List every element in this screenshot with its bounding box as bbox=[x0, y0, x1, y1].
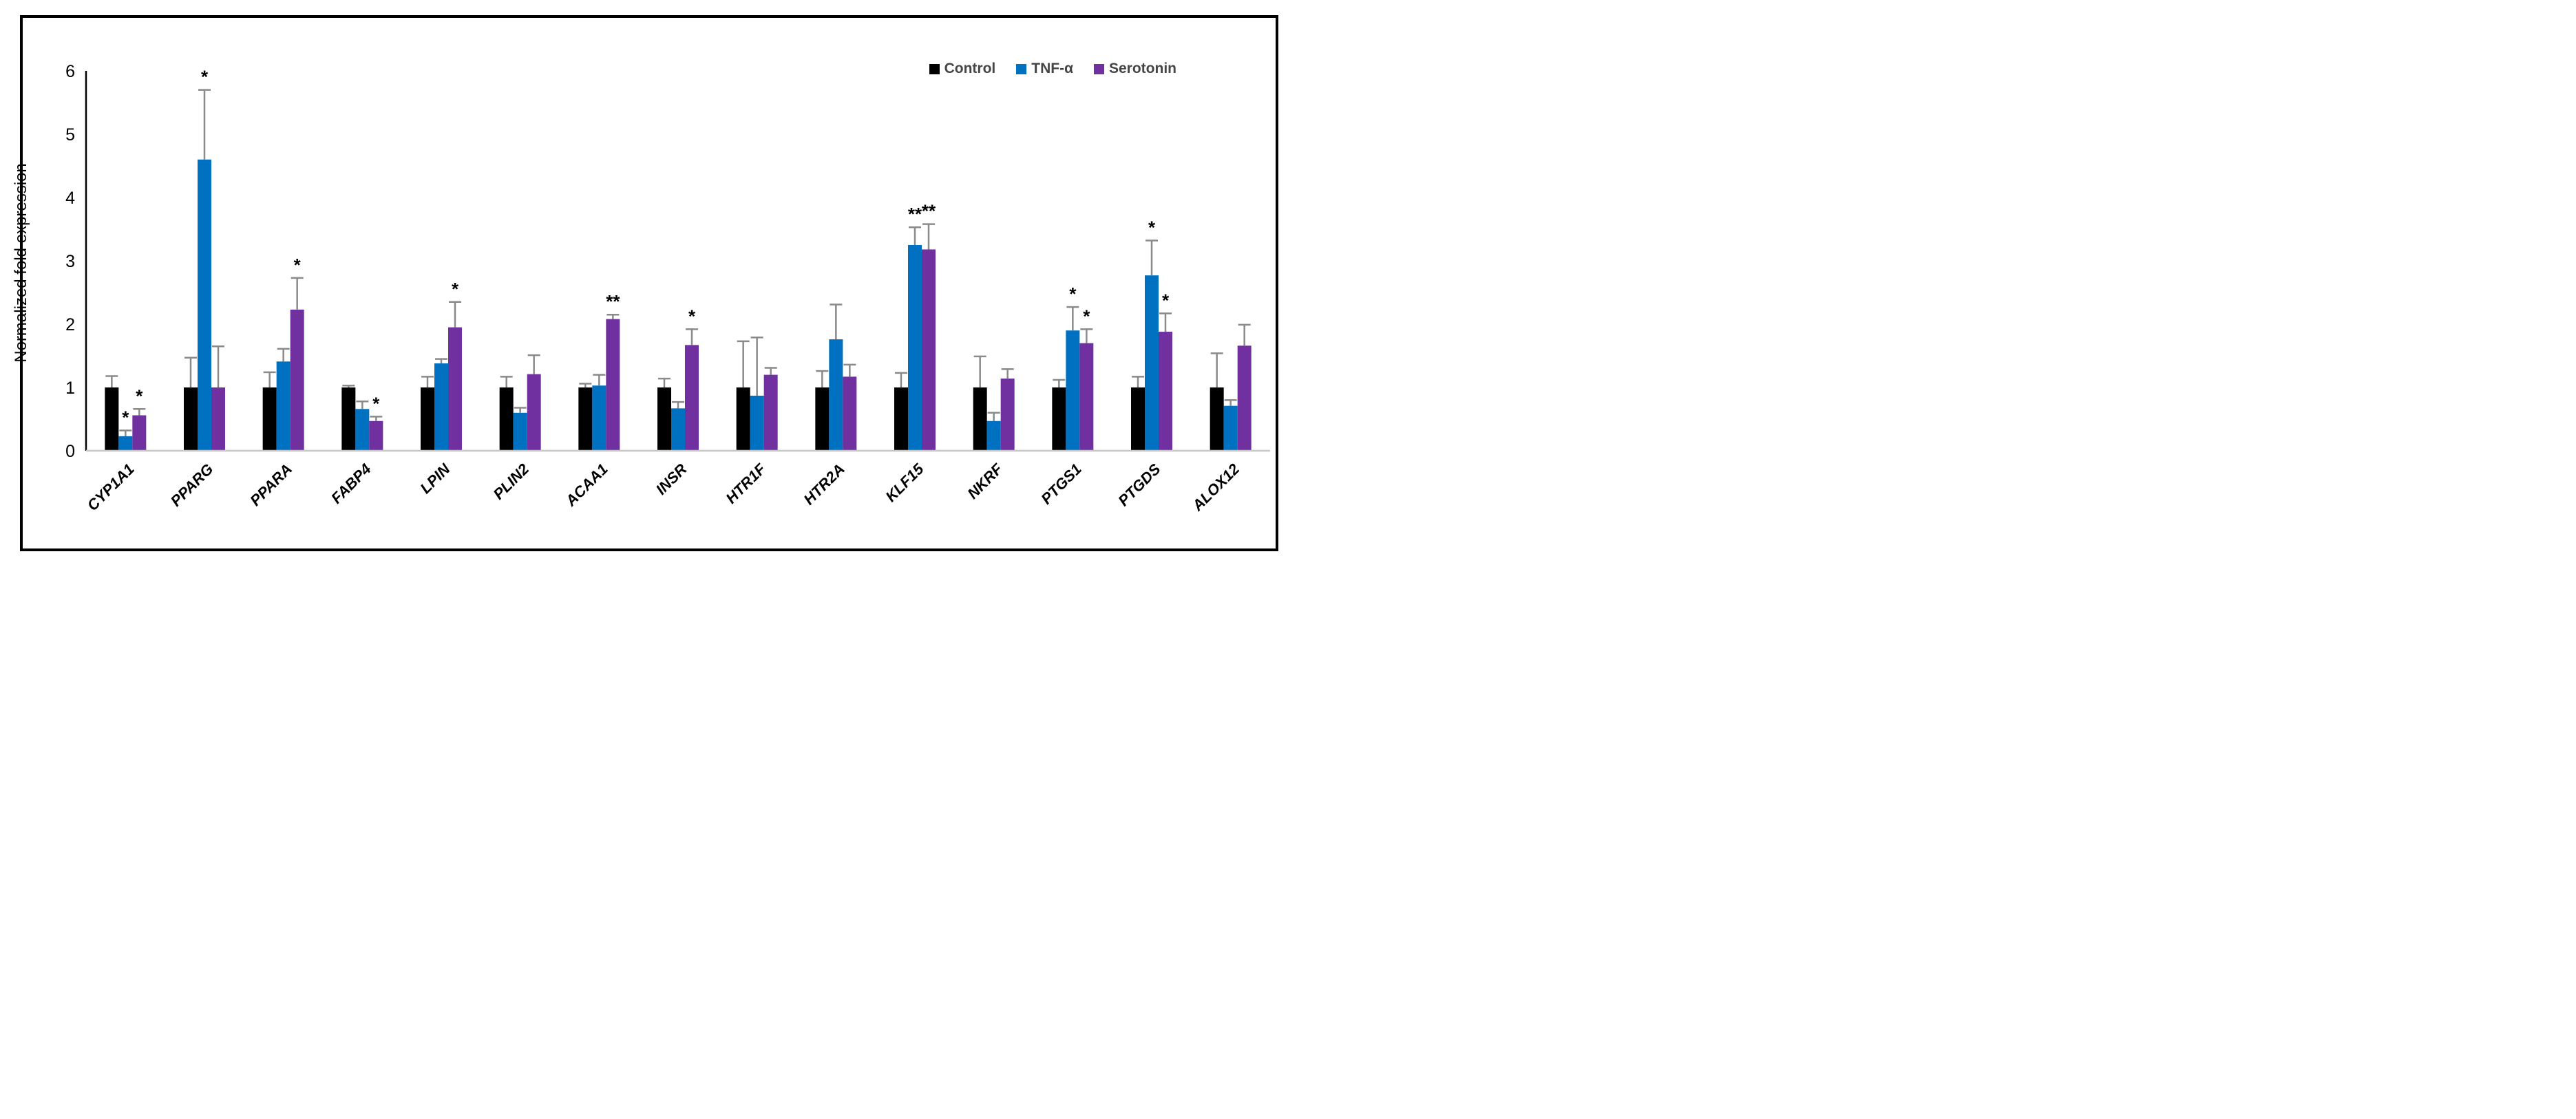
bar-chart: Normalized fold expression 0123456**CYP1… bbox=[12, 62, 1270, 515]
significance-marker: * bbox=[372, 393, 380, 414]
bar bbox=[815, 387, 830, 451]
significance-marker: ** bbox=[606, 291, 620, 312]
bar bbox=[1000, 379, 1015, 451]
y-tick-label: 6 bbox=[65, 62, 75, 81]
legend-item: Control bbox=[929, 61, 996, 77]
bar bbox=[341, 387, 356, 451]
significance-marker: ** bbox=[908, 204, 922, 224]
legend-swatch-icon bbox=[1016, 63, 1027, 74]
bar bbox=[198, 159, 211, 451]
bar bbox=[105, 387, 119, 451]
bar bbox=[1159, 332, 1172, 451]
x-category-label: HTR2A bbox=[800, 460, 848, 509]
bar bbox=[118, 436, 133, 451]
bar bbox=[262, 387, 277, 451]
significance-marker: * bbox=[294, 255, 302, 275]
x-category-label: FABP4 bbox=[328, 460, 374, 507]
bar bbox=[763, 374, 778, 451]
bar bbox=[527, 374, 541, 451]
y-tick-label: 0 bbox=[65, 442, 75, 461]
legend-label: Control bbox=[944, 61, 996, 76]
bar bbox=[657, 387, 671, 451]
legend-swatch-icon bbox=[929, 63, 940, 74]
x-category-label: CYP1A1 bbox=[84, 460, 138, 514]
x-category-label: PPARA bbox=[246, 460, 295, 509]
bar bbox=[276, 361, 291, 451]
bar bbox=[671, 408, 685, 451]
bar bbox=[513, 412, 527, 451]
x-category-label: NKRF bbox=[964, 460, 1006, 502]
bar bbox=[894, 387, 908, 451]
significance-marker: * bbox=[452, 279, 459, 299]
figure-page: Normalized fold expression 0 1 2 3 4 5 6 * * CYP1… bbox=[0, 0, 1288, 560]
bar bbox=[421, 387, 434, 451]
bar bbox=[355, 409, 370, 451]
legend-item: TNF-α bbox=[1016, 61, 1073, 77]
y-tick-label: 4 bbox=[65, 189, 75, 208]
bar bbox=[736, 387, 750, 451]
x-category-label: ACAA1 bbox=[562, 460, 611, 510]
bar bbox=[499, 387, 514, 451]
bar bbox=[184, 387, 198, 451]
significance-marker: * bbox=[136, 385, 143, 406]
significance-marker: * bbox=[688, 306, 696, 326]
legend: Control TNF-α Serotonin bbox=[909, 61, 1176, 77]
x-category-label: HTR1F bbox=[722, 460, 769, 507]
bar bbox=[750, 395, 764, 451]
significance-marker: * bbox=[1162, 290, 1170, 310]
significance-marker: * bbox=[122, 407, 129, 428]
bar bbox=[1210, 387, 1224, 451]
legend-swatch-icon bbox=[1094, 63, 1104, 74]
bar bbox=[829, 339, 843, 451]
bar bbox=[369, 420, 383, 451]
bar bbox=[986, 420, 1001, 451]
x-category-label: ALOX12 bbox=[1188, 460, 1243, 514]
legend-label: TNF-α bbox=[1031, 61, 1073, 76]
bar bbox=[908, 245, 922, 451]
bar bbox=[1052, 387, 1066, 451]
bar bbox=[434, 363, 448, 451]
bar bbox=[973, 387, 987, 451]
legend-item: Serotonin bbox=[1094, 61, 1176, 77]
x-category-label: PTGDS bbox=[1115, 460, 1163, 509]
bar bbox=[578, 387, 593, 451]
bar bbox=[211, 387, 225, 451]
bar bbox=[132, 415, 147, 451]
significance-marker: * bbox=[1069, 284, 1077, 304]
bar bbox=[592, 385, 606, 451]
bar bbox=[1223, 405, 1238, 451]
bar bbox=[1145, 275, 1159, 451]
bar bbox=[1131, 387, 1145, 451]
bar bbox=[922, 249, 936, 451]
bar bbox=[448, 327, 462, 451]
y-tick-label: 2 bbox=[65, 315, 75, 334]
bar bbox=[1079, 343, 1094, 451]
y-tick-label: 5 bbox=[65, 125, 75, 145]
legend-label: Serotonin bbox=[1109, 61, 1176, 76]
figure-border bbox=[20, 15, 1278, 551]
bar bbox=[843, 376, 857, 451]
x-category-label: KLF15 bbox=[882, 460, 927, 505]
x-category-label: INSR bbox=[653, 460, 690, 498]
y-tick-label: 3 bbox=[65, 252, 75, 271]
x-category-label: PPARG bbox=[167, 460, 217, 510]
x-category-label: PLIN2 bbox=[489, 460, 532, 502]
significance-marker: ** bbox=[922, 201, 936, 222]
bar bbox=[290, 309, 304, 451]
x-category-label: LPIN bbox=[416, 460, 454, 497]
bar bbox=[685, 345, 699, 451]
significance-marker: * bbox=[201, 67, 209, 87]
x-category-label: PTGS1 bbox=[1037, 460, 1085, 508]
bar bbox=[1066, 330, 1080, 451]
bar bbox=[606, 319, 620, 451]
y-tick-label: 1 bbox=[65, 379, 75, 398]
significance-marker: * bbox=[1083, 306, 1090, 326]
bar bbox=[1237, 345, 1252, 451]
significance-marker: * bbox=[1148, 217, 1156, 238]
y-axis-title: Normalized fold expression bbox=[12, 163, 30, 362]
